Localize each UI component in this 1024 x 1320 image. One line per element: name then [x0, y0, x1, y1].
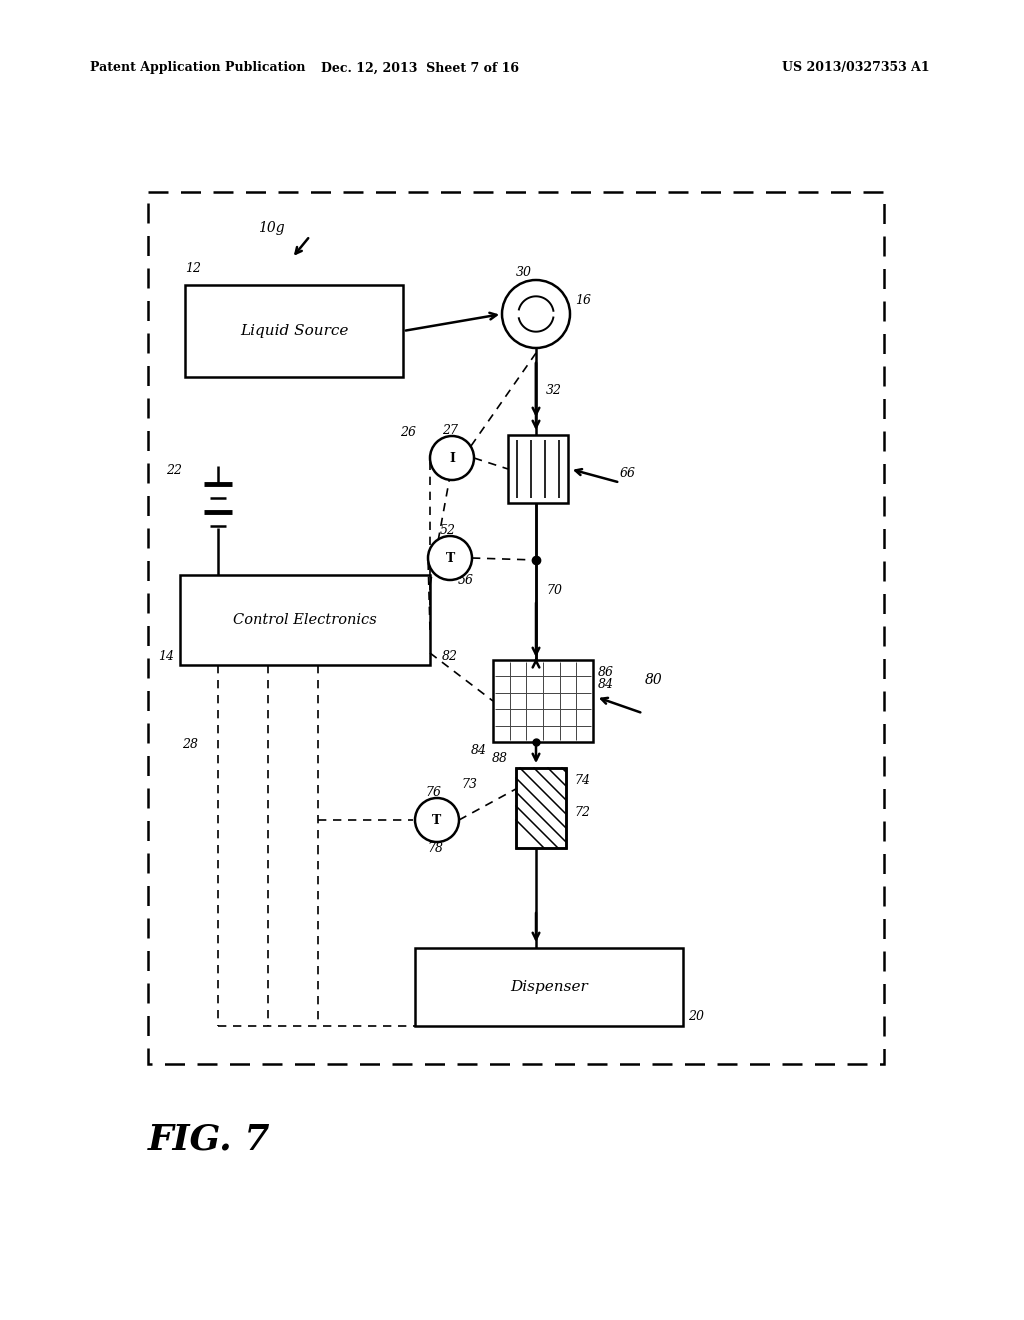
Circle shape	[502, 280, 570, 348]
Text: 26: 26	[400, 425, 416, 438]
Text: 88: 88	[492, 751, 508, 764]
Circle shape	[430, 436, 474, 480]
Text: 73: 73	[461, 777, 477, 791]
Text: 22: 22	[166, 463, 182, 477]
FancyBboxPatch shape	[508, 436, 568, 503]
Text: 84: 84	[598, 678, 614, 692]
Text: Dec. 12, 2013  Sheet 7 of 16: Dec. 12, 2013 Sheet 7 of 16	[321, 62, 519, 74]
FancyBboxPatch shape	[516, 768, 566, 847]
Text: I: I	[450, 451, 455, 465]
Text: 56: 56	[458, 573, 474, 586]
Text: 70: 70	[546, 583, 562, 597]
Text: 66: 66	[620, 467, 636, 480]
Text: 27: 27	[442, 424, 458, 437]
Text: 82: 82	[442, 651, 458, 664]
Text: Patent Application Publication: Patent Application Publication	[90, 62, 305, 74]
Text: 72: 72	[574, 805, 590, 818]
Text: 14: 14	[158, 651, 174, 664]
Text: 16: 16	[575, 293, 591, 306]
Text: 32: 32	[546, 384, 562, 396]
Text: Dispenser: Dispenser	[510, 979, 588, 994]
Text: 28: 28	[182, 738, 198, 751]
Text: FIG. 7: FIG. 7	[148, 1123, 270, 1158]
Text: 74: 74	[574, 774, 590, 787]
Text: 12: 12	[185, 263, 201, 276]
Text: T: T	[432, 813, 441, 826]
FancyBboxPatch shape	[180, 576, 430, 665]
Text: 86: 86	[598, 665, 614, 678]
FancyBboxPatch shape	[185, 285, 403, 378]
Circle shape	[428, 536, 472, 579]
Text: 24: 24	[435, 462, 451, 474]
Text: 80: 80	[645, 673, 663, 686]
Text: US 2013/0327353 A1: US 2013/0327353 A1	[782, 62, 930, 74]
Text: 76: 76	[425, 787, 441, 800]
Circle shape	[415, 799, 459, 842]
FancyBboxPatch shape	[415, 948, 683, 1026]
Text: Control Electronics: Control Electronics	[233, 612, 377, 627]
Text: 10g: 10g	[258, 220, 285, 235]
Text: 30: 30	[516, 265, 532, 279]
Text: 20: 20	[688, 1010, 705, 1023]
Text: 78: 78	[427, 842, 443, 854]
Text: Liquid Source: Liquid Source	[240, 323, 348, 338]
FancyBboxPatch shape	[493, 660, 593, 742]
Text: T: T	[445, 552, 455, 565]
Text: 84: 84	[471, 743, 487, 756]
Text: 52: 52	[440, 524, 456, 536]
